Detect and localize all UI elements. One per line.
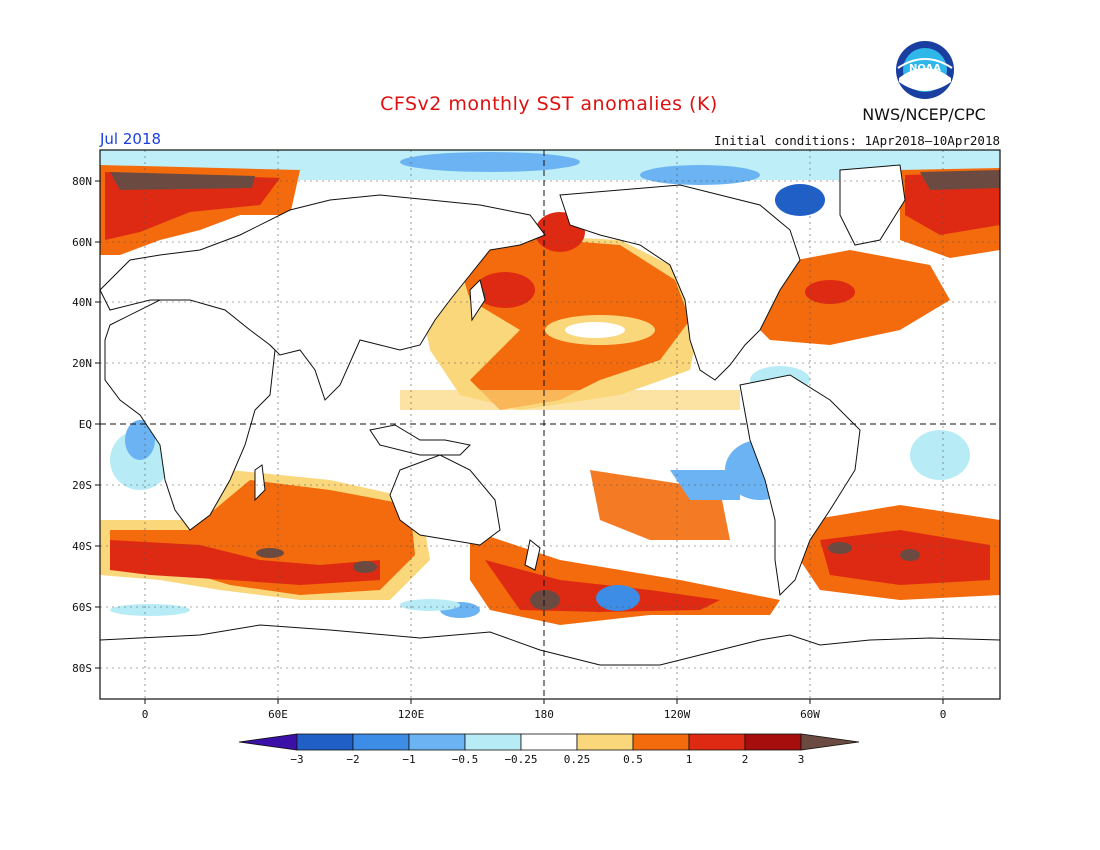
noaa-logo-text: NOAA <box>909 63 941 74</box>
lat-label: 80N <box>72 175 92 188</box>
colorbar-segment <box>632 733 690 751</box>
colorbar-segment <box>800 733 860 751</box>
colorbar-ticks: −3 −2 −1 −0.5 −0.25 0.25 0.5 1 2 3 <box>290 753 804 766</box>
colorbar-tick-label: −2 <box>346 753 359 766</box>
map-panel: 80N 60N 40N 20N EQ 20S 40S 60S 80S 0 60E… <box>72 149 1001 721</box>
colorbar-tick-label: −0.5 <box>452 753 479 766</box>
graticule <box>100 150 1000 699</box>
colorbar-segment <box>238 733 298 751</box>
colorbar-tick-label: 1 <box>686 753 693 766</box>
lon-label: 0 <box>940 708 947 721</box>
month-label: Jul 2018 <box>99 130 161 148</box>
madagascar-land <box>254 464 266 502</box>
colorbar-segment <box>576 733 634 751</box>
lon-label: 0 <box>142 708 149 721</box>
colorbar-segment <box>464 733 522 751</box>
lat-label: 80S <box>72 662 92 675</box>
lat-label: 20S <box>72 479 92 492</box>
lon-labels: 0 60E 120E 180 120W 60W 0 <box>142 708 947 721</box>
lat-label: 20N <box>72 357 92 370</box>
lon-label: 120E <box>398 708 425 721</box>
noaa-logo: NOAA <box>896 41 954 99</box>
colorbar-segment <box>688 733 746 751</box>
colorbar-segment <box>744 733 802 751</box>
japan-land <box>469 279 486 322</box>
south-america-land <box>739 374 861 597</box>
continents <box>100 164 1000 699</box>
colorbar-segment <box>408 733 466 751</box>
colorbar-tick-label: 0.25 <box>564 753 591 766</box>
equator-dateline <box>100 150 1000 699</box>
lon-label: 60E <box>268 708 288 721</box>
lon-label: 120W <box>664 708 691 721</box>
colorbar: −3 −2 −1 −0.5 −0.25 0.25 0.5 1 2 3 <box>238 733 860 766</box>
lat-label: 40N <box>72 296 92 309</box>
colorbar-tick-label: 3 <box>798 753 805 766</box>
initial-conditions-label: Initial conditions: 1Apr2018–10Apr2018 <box>714 133 1000 148</box>
anomaly-field <box>100 150 1000 625</box>
greenland-land <box>839 164 906 246</box>
colorbar-segment <box>520 733 578 751</box>
colorbar-segment <box>352 733 410 751</box>
colorbar-tick-label: 0.5 <box>623 753 643 766</box>
lat-label: 40S <box>72 540 92 553</box>
colorbar-segments <box>238 733 860 751</box>
org-label: NWS/NCEP/CPC <box>862 105 986 124</box>
colorbar-tick-label: −0.25 <box>504 753 537 766</box>
colorbar-segment <box>296 733 354 751</box>
lon-label: 180 <box>534 708 554 721</box>
lon-label: 60W <box>800 708 820 721</box>
tick-marks <box>95 180 944 704</box>
lat-label: 60N <box>72 236 92 249</box>
maritime-continent-land <box>369 424 472 456</box>
antarctica-land <box>100 624 1000 699</box>
new-zealand-land <box>524 539 541 571</box>
colorbar-tick-label: −1 <box>402 753 415 766</box>
eurasia-land <box>100 194 546 401</box>
colorbar-tick-label: −3 <box>290 753 303 766</box>
colorbar-tick-label: 2 <box>742 753 749 766</box>
north-america-land <box>559 184 801 381</box>
lat-labels: 80N 60N 40N 20N EQ 20S 40S 60S 80S <box>72 175 92 675</box>
lat-label: 60S <box>72 601 92 614</box>
lat-label: EQ <box>79 418 92 431</box>
chart-title: CFSv2 monthly SST anomalies (K) <box>380 93 718 115</box>
australia-land <box>389 454 501 546</box>
